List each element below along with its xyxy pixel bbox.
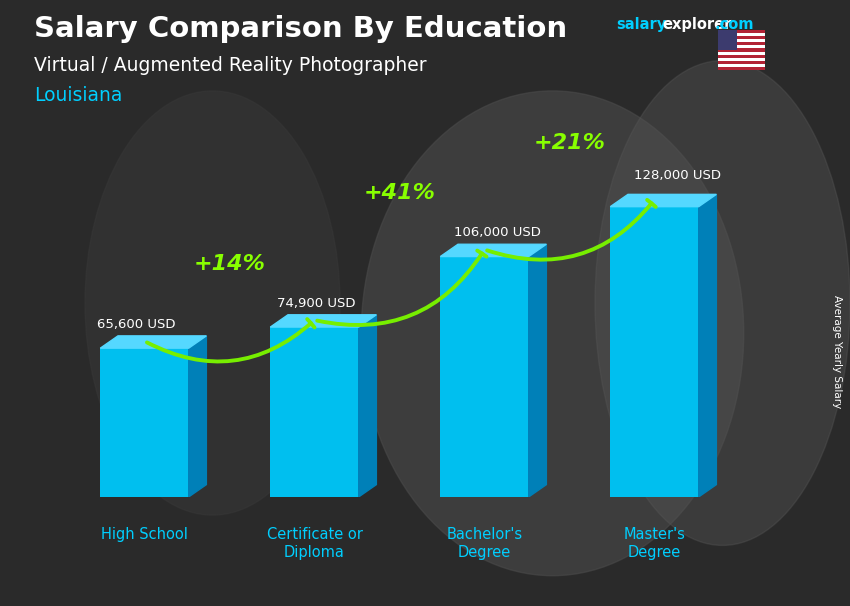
Bar	[718, 36, 765, 39]
Text: 65,600 USD: 65,600 USD	[97, 318, 175, 331]
Text: salary: salary	[616, 17, 666, 32]
Polygon shape	[440, 244, 547, 256]
Polygon shape	[270, 315, 377, 327]
Bar	[718, 39, 765, 42]
Text: 128,000 USD: 128,000 USD	[634, 169, 721, 182]
Bar	[718, 55, 765, 58]
Text: .com: .com	[715, 17, 754, 32]
Bar	[718, 42, 765, 45]
Bar	[718, 48, 765, 52]
Bar	[718, 67, 765, 70]
Text: +14%: +14%	[194, 254, 265, 274]
Bar	[610, 207, 699, 497]
Bar	[718, 58, 765, 61]
Polygon shape	[100, 336, 207, 348]
Polygon shape	[189, 336, 207, 497]
Text: 74,900 USD: 74,900 USD	[277, 296, 355, 310]
Polygon shape	[610, 195, 717, 207]
Text: explorer: explorer	[662, 17, 732, 32]
Ellipse shape	[595, 61, 850, 545]
Text: Average Yearly Salary: Average Yearly Salary	[832, 295, 842, 408]
Polygon shape	[529, 244, 547, 497]
Text: High School: High School	[101, 527, 188, 542]
Text: +21%: +21%	[534, 133, 605, 153]
Bar	[718, 33, 765, 36]
Text: Virtual / Augmented Reality Photographer: Virtual / Augmented Reality Photographer	[34, 56, 427, 75]
Text: +41%: +41%	[364, 183, 435, 203]
Text: Louisiana: Louisiana	[34, 86, 122, 105]
Polygon shape	[359, 315, 377, 497]
Bar	[718, 64, 765, 67]
Ellipse shape	[85, 91, 340, 515]
Ellipse shape	[361, 91, 744, 576]
Bar	[718, 52, 765, 55]
Bar	[718, 30, 737, 50]
Text: Master's
Degree: Master's Degree	[624, 527, 685, 559]
Bar	[100, 348, 189, 497]
Bar	[440, 256, 529, 497]
Text: Certificate or
Diploma: Certificate or Diploma	[267, 527, 362, 559]
Bar	[270, 327, 359, 497]
Text: Bachelor's
Degree: Bachelor's Degree	[446, 527, 523, 559]
Polygon shape	[699, 195, 717, 497]
Text: Salary Comparison By Education: Salary Comparison By Education	[34, 15, 567, 43]
Text: 106,000 USD: 106,000 USD	[454, 226, 541, 239]
Bar	[718, 61, 765, 64]
Bar	[718, 45, 765, 48]
Bar	[718, 30, 765, 33]
